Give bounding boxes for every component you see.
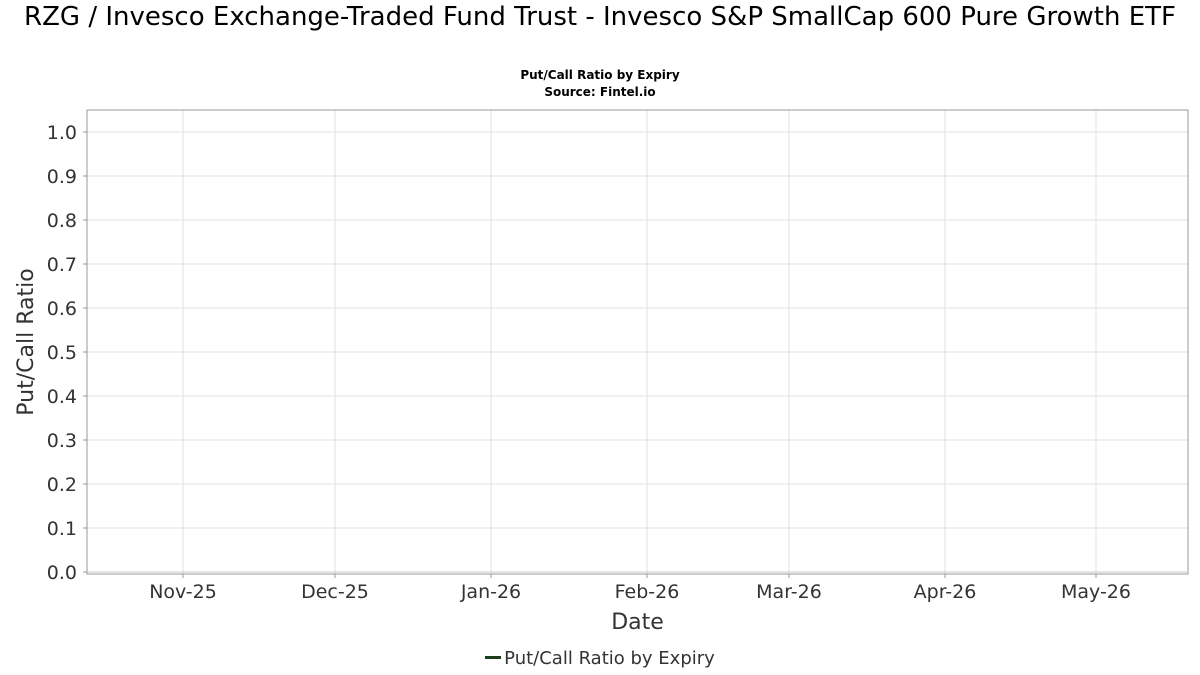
y-axis-label: Put/Call Ratio (14, 268, 39, 415)
y-tick-label: 1.0 (47, 122, 77, 144)
x-tick-label: Jan-26 (460, 581, 521, 603)
chart-source: Source: Fintel.io (544, 85, 656, 99)
chart-title: RZG / Invesco Exchange-Traded Fund Trust… (24, 2, 1176, 32)
y-tick-label: 0.9 (47, 166, 77, 188)
y-tick-label: 0.6 (47, 298, 77, 320)
y-tick-label: 0.5 (47, 342, 77, 364)
plot-area (86, 109, 1189, 575)
y-tick-label: 0.1 (47, 518, 77, 540)
legend-label: Put/Call Ratio by Expiry (504, 648, 715, 669)
x-tick-label: Feb-26 (615, 581, 680, 603)
chart-subtitle: Put/Call Ratio by Expiry (520, 68, 680, 82)
y-tick-label: 0.0 (47, 562, 77, 584)
y-tick-label: 0.2 (47, 474, 77, 496)
x-tick-label: Nov-25 (149, 581, 217, 603)
legend-swatch (485, 655, 502, 659)
x-axis-label: Date (611, 610, 664, 635)
x-tick-label: Dec-25 (301, 581, 369, 603)
y-tick-label: 0.7 (47, 254, 77, 276)
y-tick-label: 0.3 (47, 430, 77, 452)
x-tick-label: Apr-26 (914, 581, 977, 603)
legend: Put/Call Ratio by Expiry (0, 648, 1200, 669)
x-tick-label: May-26 (1061, 581, 1131, 603)
y-tick-label: 0.8 (47, 210, 77, 232)
y-tick-label: 0.4 (47, 386, 77, 408)
x-tick-label: Mar-26 (756, 581, 822, 603)
